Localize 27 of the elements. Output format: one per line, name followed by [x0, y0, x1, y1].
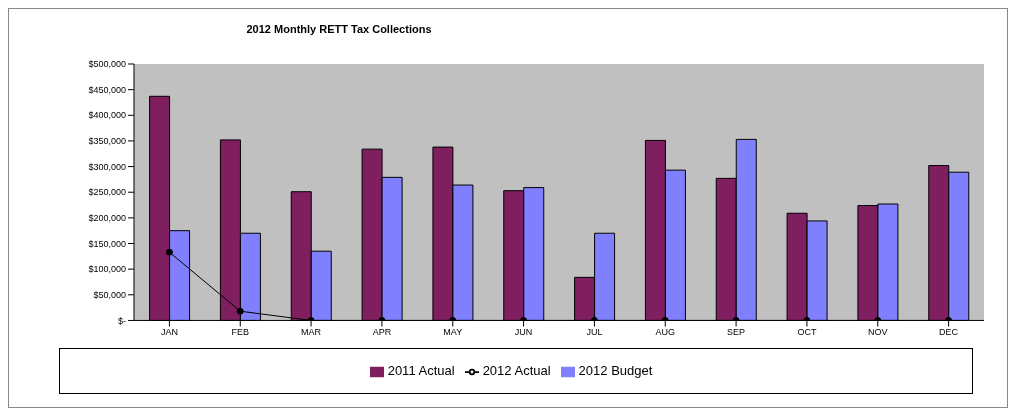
x-tick-label: FEB — [231, 326, 250, 337]
y-tick-label: $500,000 — [88, 59, 126, 70]
y-tick-label: $450,000 — [88, 84, 126, 95]
x-tick-label: APR — [372, 326, 392, 337]
legend-label: 2011 Actual — [387, 363, 455, 379]
x-tick-label: AUG — [655, 326, 676, 337]
y-tick-label: $350,000 — [88, 136, 126, 147]
y-tick-label: $200,000 — [88, 213, 126, 224]
legend-label: 2012 Actual — [482, 363, 551, 379]
x-tick-label: JUN — [514, 326, 533, 337]
x-tick-label: SEP — [727, 326, 746, 337]
y-tick-label: $250,000 — [88, 187, 126, 198]
y-tick-label: $400,000 — [88, 110, 126, 121]
y-tick-label: $100,000 — [88, 264, 126, 275]
legend-label: 2012 Budget — [578, 363, 653, 379]
y-tick-label: $50,000 — [93, 289, 126, 300]
x-tick-label: JUL — [586, 326, 603, 337]
x-tick-label: MAR — [301, 326, 322, 337]
chart-title: 2012 Monthly RETT Tax Collections — [245, 23, 433, 35]
x-tick-label: JAN — [160, 326, 178, 337]
x-tick-label: DEC — [939, 326, 959, 337]
y-tick-label: $- — [117, 315, 126, 326]
x-tick-label: OCT — [797, 326, 817, 337]
y-tick-label: $150,000 — [88, 238, 126, 249]
y-tick-label: $300,000 — [88, 161, 126, 172]
x-tick-label: NOV — [867, 326, 888, 337]
x-tick-label: MAY — [443, 326, 463, 337]
